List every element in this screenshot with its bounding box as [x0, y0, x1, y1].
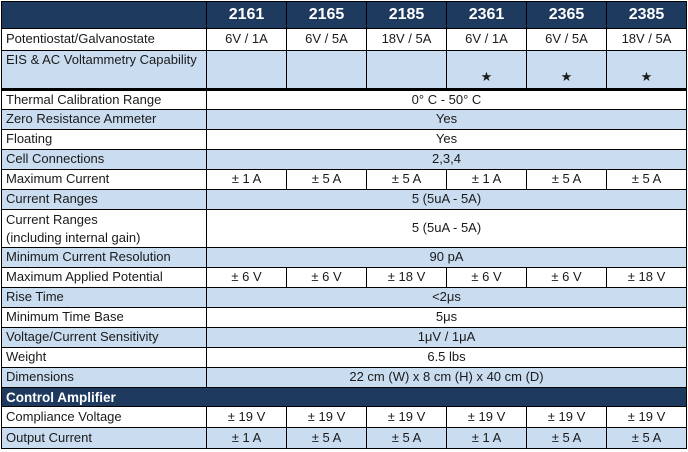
row-label-eis: EIS & AC Voltammetry Capability	[1, 50, 207, 91]
spec-value-span: 90 pA	[206, 247, 687, 269]
spec-value: ± 18 V	[366, 267, 447, 289]
row-label-weight: Weight	[1, 347, 207, 369]
star-icon: ★	[606, 50, 687, 91]
row-label-rise-time: Rise Time	[1, 287, 207, 309]
spec-value: ± 1 A	[206, 169, 287, 190]
row-label-current-ranges: Current Ranges	[1, 189, 207, 210]
model-header-2165: 2165	[286, 1, 367, 29]
row-min-time-base: Minimum Time Base 5μs	[1, 307, 687, 329]
row-output-current: Output Current ± 1 A ± 5 A ± 5 A ± 1 A ±…	[1, 427, 687, 450]
row-zra: Zero Resistance Ammeter Yes	[1, 109, 687, 130]
spec-value-span: 6.5 lbs	[206, 347, 687, 369]
corner-cell	[1, 1, 207, 29]
eis-empty-cell	[206, 50, 287, 91]
row-label-line2: (including internal gain)	[6, 230, 141, 246]
header-row: 2161 2165 2185 2361 2365 2385	[1, 1, 687, 29]
spec-value: ± 1 A	[206, 427, 287, 450]
spec-value: ± 5 A	[366, 427, 447, 450]
row-max-current: Maximum Current ± 1 A ± 5 A ± 5 A ± 1 A …	[1, 169, 687, 190]
spec-value: ± 6 V	[206, 267, 287, 289]
spec-value: 6V / 1A	[446, 28, 527, 51]
row-max-applied-potential: Maximum Applied Potential ± 6 V ± 6 V ± …	[1, 267, 687, 289]
row-label-compliance-voltage: Compliance Voltage	[1, 406, 207, 429]
spec-value: 18V / 5A	[606, 28, 687, 51]
spec-value: ± 6 V	[446, 267, 527, 289]
spec-value: ± 5 A	[286, 169, 367, 190]
spec-value-span: Yes	[206, 109, 687, 130]
spec-value: ± 5 A	[286, 427, 367, 450]
spec-value: 6V / 5A	[286, 28, 367, 51]
row-potentiostat: Potentiostat/Galvanostate 6V / 1A 6V / 5…	[1, 28, 687, 51]
spec-value-span: 5 (5uA - 5A)	[206, 208, 687, 249]
spec-value: ± 5 A	[526, 169, 607, 190]
model-header-2161: 2161	[206, 1, 287, 29]
row-weight: Weight 6.5 lbs	[1, 347, 687, 369]
spec-value: ± 5 A	[606, 169, 687, 190]
model-header-2385: 2385	[606, 1, 687, 29]
model-header-2365: 2365	[526, 1, 607, 29]
row-label-thermal: Thermal Calibration Range	[1, 89, 207, 110]
row-current-ranges: Current Ranges 5 (5uA - 5A)	[1, 189, 687, 210]
spec-value: ± 5 A	[366, 169, 447, 190]
row-label-cell-connections: Cell Connections	[1, 149, 207, 170]
row-sensitivity: Voltage/Current Sensitivity 1μV / 1μA	[1, 327, 687, 349]
spec-value-span: 1μV / 1μA	[206, 327, 687, 349]
spec-value-span: <2μs	[206, 287, 687, 309]
spec-value-span: Yes	[206, 129, 687, 150]
spec-value: 6V / 5A	[526, 28, 607, 51]
spec-value-span: 0° C - 50° C	[206, 89, 687, 110]
row-label-sensitivity: Voltage/Current Sensitivity	[1, 327, 207, 349]
spec-value: ± 19 V	[286, 406, 367, 429]
section-header-label: Control Amplifier	[1, 387, 687, 408]
row-label-dimensions: Dimensions	[1, 367, 207, 389]
spec-value: ± 19 V	[366, 406, 447, 429]
row-thermal: Thermal Calibration Range 0° C - 50° C	[1, 89, 687, 110]
row-label-current-ranges-gain: Current Ranges (including internal gain)	[1, 208, 207, 249]
eis-empty-cell	[286, 50, 367, 91]
row-label-max-applied-potential: Maximum Applied Potential	[1, 267, 207, 289]
spec-value-span: 22 cm (W) x 8 cm (H) x 40 cm (D)	[206, 367, 687, 389]
row-label-min-time-base: Minimum Time Base	[1, 307, 207, 329]
row-label-max-current: Maximum Current	[1, 169, 207, 190]
spec-value: ± 6 V	[526, 267, 607, 289]
spec-value: ± 19 V	[526, 406, 607, 429]
row-min-current-resolution: Minimum Current Resolution 90 pA	[1, 247, 687, 269]
row-label-output-current: Output Current	[1, 427, 207, 450]
row-eis: EIS & AC Voltammetry Capability ★ ★ ★	[1, 50, 687, 91]
spec-value: ± 5 A	[606, 427, 687, 450]
star-icon: ★	[446, 50, 527, 91]
spec-value: ± 19 V	[206, 406, 287, 429]
spec-value-span: 5μs	[206, 307, 687, 329]
row-compliance-voltage: Compliance Voltage ± 19 V ± 19 V ± 19 V …	[1, 406, 687, 429]
row-rise-time: Rise Time <2μs	[1, 287, 687, 309]
section-header-control-amplifier: Control Amplifier	[1, 387, 687, 408]
model-header-2361: 2361	[446, 1, 527, 29]
spec-value: ± 18 V	[606, 267, 687, 289]
model-header-2185: 2185	[366, 1, 447, 29]
row-current-ranges-gain: Current Ranges (including internal gain)…	[1, 208, 687, 249]
row-label-line1: Current Ranges	[6, 212, 98, 227]
spec-value-span: 5 (5uA - 5A)	[206, 189, 687, 210]
spec-value: ± 5 A	[526, 427, 607, 450]
spec-value: ± 19 V	[446, 406, 527, 429]
row-cell-connections: Cell Connections 2,3,4	[1, 149, 687, 170]
spec-value-span: 2,3,4	[206, 149, 687, 170]
spec-value: ± 1 A	[446, 169, 527, 190]
row-dimensions: Dimensions 22 cm (W) x 8 cm (H) x 40 cm …	[1, 367, 687, 389]
row-floating: Floating Yes	[1, 129, 687, 150]
row-label-zra: Zero Resistance Ammeter	[1, 109, 207, 130]
spec-value: ± 19 V	[606, 406, 687, 429]
star-icon: ★	[526, 50, 607, 91]
eis-empty-cell	[366, 50, 447, 91]
row-label-floating: Floating	[1, 129, 207, 150]
spec-value: ± 6 V	[286, 267, 367, 289]
spec-value: 6V / 1A	[206, 28, 287, 51]
spec-value: 18V / 5A	[366, 28, 447, 51]
row-label-potentiostat: Potentiostat/Galvanostate	[1, 28, 207, 51]
row-label-min-current-resolution: Minimum Current Resolution	[1, 247, 207, 269]
spec-value: ± 1 A	[446, 427, 527, 450]
